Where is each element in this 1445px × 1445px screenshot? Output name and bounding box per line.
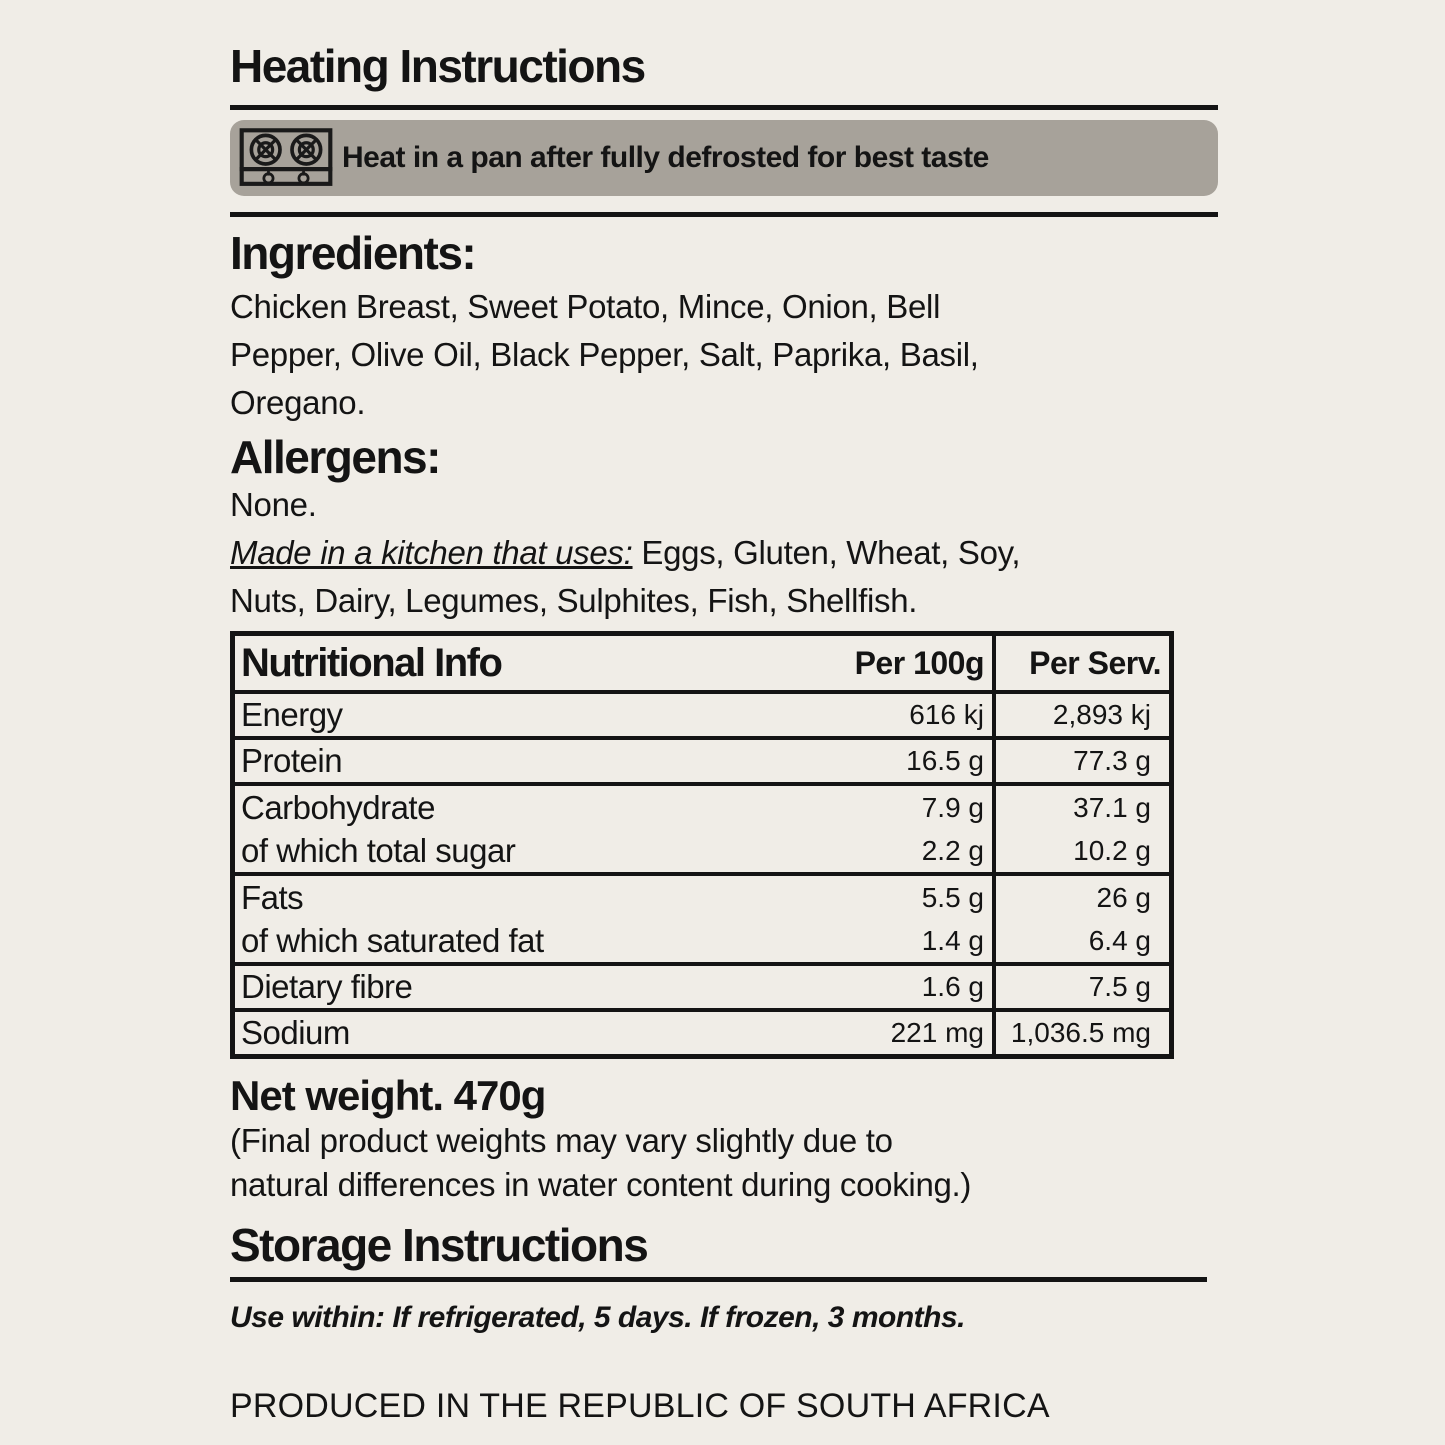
row-per100-value: 1.6 g bbox=[921, 971, 984, 1002]
row-per100-value: 221 mg bbox=[890, 1017, 984, 1048]
table-row-sodium: Sodium 221 mg 1,036.5 mg bbox=[235, 1008, 1169, 1054]
row-per100-value: 16.5 g bbox=[906, 745, 984, 776]
heating-banner-text: Heat in a pan after fully defrosted for … bbox=[342, 141, 989, 174]
net-weight-title: Net weight. 470g bbox=[230, 1072, 546, 1119]
col-per-serving: Per Serv. bbox=[1029, 644, 1161, 681]
row-per100-value: 616 kj bbox=[909, 699, 984, 730]
row-per100-value: 1.4 g bbox=[921, 924, 984, 956]
table-row-dietary-fibre: Dietary fibre 1.6 g 7.5 g bbox=[235, 962, 1169, 1008]
label-content: Heating Instructions Heat in a pan afte bbox=[230, 0, 1218, 1424]
table-row-carbohydrate: Carbohydrate 7.9 g of which total sugar 2.… bbox=[235, 782, 1169, 872]
row-serving-value: 6.4 g bbox=[1088, 924, 1151, 956]
row-per100-value: 7.9 g bbox=[921, 791, 984, 823]
row-label: Protein bbox=[241, 742, 343, 779]
table-row-protein: Protein 16.5 g 77.3 g bbox=[235, 736, 1169, 782]
stove-icon bbox=[239, 128, 333, 186]
row-label: Dietary fibre bbox=[241, 968, 413, 1005]
ingredients-text: Chicken Breast, Sweet Potato, Mince, Oni… bbox=[230, 283, 1218, 427]
net-weight-note: (Final product weights may vary slightly… bbox=[230, 1119, 1218, 1207]
net-weight-note-line: (Final product weights may vary slightly… bbox=[230, 1122, 893, 1159]
ingredients-line: Chicken Breast, Sweet Potato, Mince, Oni… bbox=[230, 288, 941, 325]
kitchen-uses-prefix: Made in a kitchen that uses: bbox=[230, 534, 633, 571]
allergens-none: None. bbox=[230, 486, 317, 523]
kitchen-uses-line2: Nuts, Dairy, Legumes, Sulphites, Fish, S… bbox=[230, 582, 918, 619]
row-label: Energy bbox=[241, 696, 343, 733]
row-sublabel: of which saturated fat bbox=[241, 921, 544, 959]
divider bbox=[230, 212, 1218, 217]
row-label: Sodium bbox=[241, 1014, 350, 1051]
col-per-100g: Per 100g bbox=[854, 644, 985, 681]
row-sublabel: of which total sugar bbox=[241, 831, 516, 869]
nutrition-header-row: Nutritional Info Per 100g Per Serv. bbox=[235, 636, 1169, 690]
row-serving-value: 1,036.5 mg bbox=[1010, 1017, 1151, 1048]
kitchen-uses-line1: Made in a kitchen that uses: Eggs, Glute… bbox=[230, 529, 1218, 577]
kitchen-uses-list-start: Eggs, Gluten, Wheat, Soy, bbox=[632, 534, 1021, 571]
ingredients-title: Ingredients: bbox=[230, 227, 477, 279]
row-serving-value: 26 g bbox=[1096, 881, 1152, 913]
allergens-text: None. Made in a kitchen that uses: Eggs,… bbox=[230, 481, 1218, 625]
storage-instructions-title: Storage Instructions bbox=[230, 1219, 649, 1271]
nutrition-title: Nutritional Info bbox=[241, 640, 503, 685]
ingredients-line: Pepper, Olive Oil, Black Pepper, Salt, P… bbox=[230, 336, 979, 373]
net-weight-note-line: natural differences in water content dur… bbox=[230, 1166, 972, 1203]
ingredients-line: Oregano. bbox=[230, 384, 366, 421]
heating-banner: Heat in a pan after fully defrosted for … bbox=[230, 120, 1218, 196]
divider bbox=[230, 105, 1218, 110]
row-per100-value: 2.2 g bbox=[921, 834, 984, 866]
nutrition-header-right: Per Serv. bbox=[992, 636, 1169, 690]
row-serving-value: 2,893 kj bbox=[1052, 699, 1151, 730]
row-serving-value: 10.2 g bbox=[1073, 834, 1151, 866]
produced-in-text: PRODUCED IN THE REPUBLIC OF SOUTH AFRICA bbox=[230, 1387, 1050, 1425]
nutrition-table: Nutritional Info Per 100g Per Serv. Ener… bbox=[230, 631, 1174, 1059]
row-label: Fats bbox=[241, 878, 304, 916]
row-label: Carbohydrate bbox=[241, 788, 435, 826]
row-serving-value: 77.3 g bbox=[1073, 745, 1151, 776]
row-per100-value: 5.5 g bbox=[921, 881, 984, 913]
table-row-fats: Fats 5.5 g of which saturated fat 1.4 g 26… bbox=[235, 872, 1169, 962]
allergens-title: Allergens: bbox=[230, 431, 441, 483]
nutrition-header-left: Nutritional Info Per 100g bbox=[235, 636, 992, 690]
row-serving-value: 37.1 g bbox=[1073, 791, 1151, 823]
table-row-energy: Energy 616 kj 2,893 kj bbox=[235, 690, 1169, 736]
divider bbox=[230, 1277, 1207, 1282]
row-serving-value: 7.5 g bbox=[1088, 971, 1151, 1002]
use-within-text: Use within: If refrigerated, 5 days. If … bbox=[230, 1301, 965, 1334]
heating-instructions-title: Heating Instructions bbox=[230, 40, 646, 92]
